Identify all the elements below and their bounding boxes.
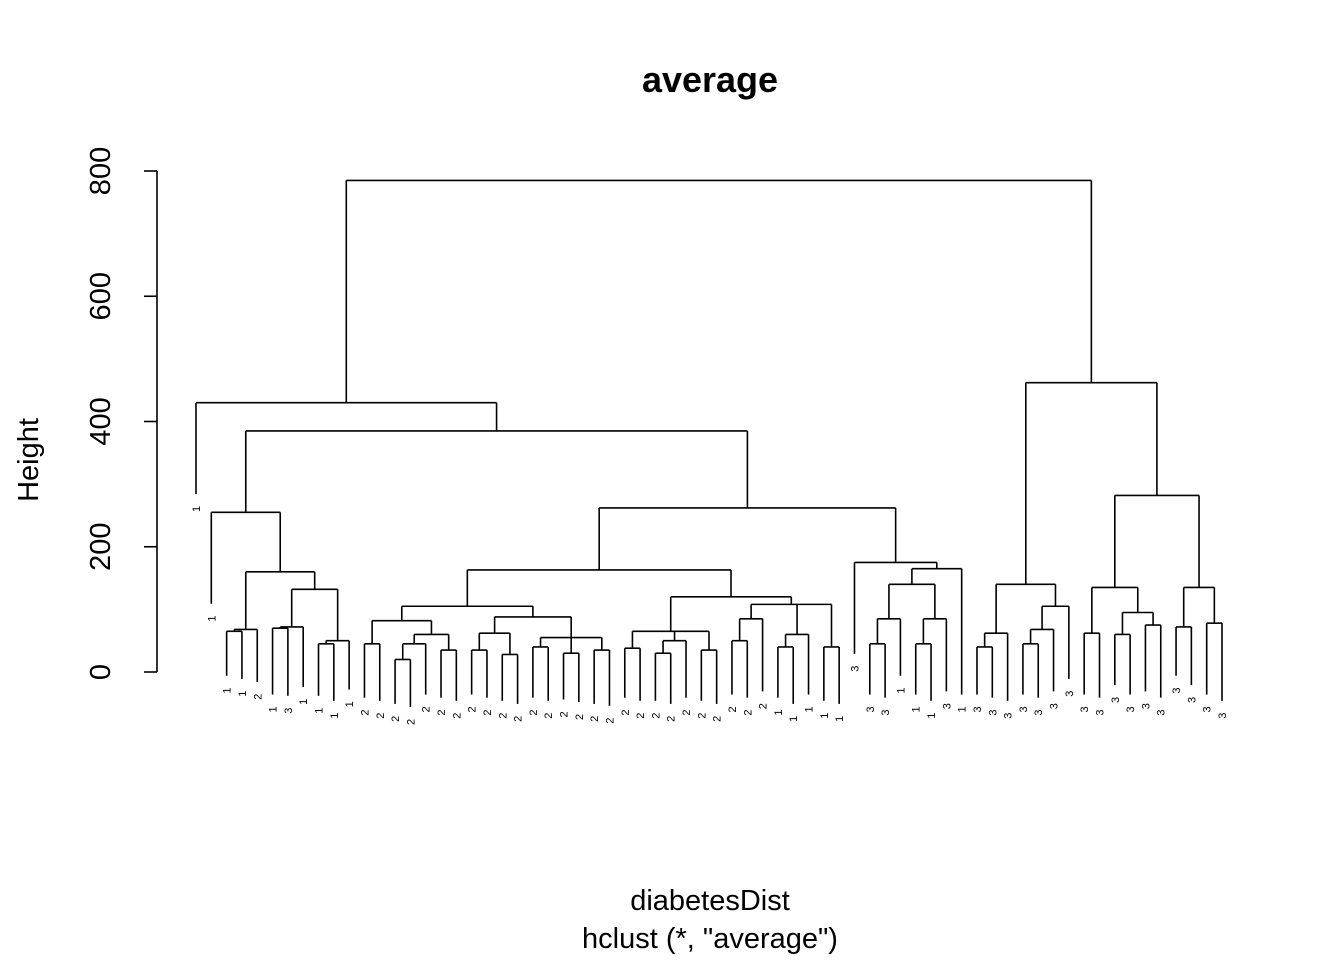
leaf-label: 1 <box>834 716 846 722</box>
leaf-label: 3 <box>283 708 295 714</box>
leaf-label: 2 <box>375 713 387 719</box>
chart-title: average <box>642 59 778 100</box>
leaf-label: 2 <box>421 706 433 712</box>
leaf-label: 1 <box>268 706 280 712</box>
leaf-label: 3 <box>941 703 953 709</box>
leaf-label: 3 <box>1003 713 1015 719</box>
leaf-label: 2 <box>589 716 601 722</box>
leaf-label: 1 <box>191 506 203 512</box>
leaf-label: 2 <box>666 716 678 722</box>
leaf-label: 3 <box>1018 706 1030 712</box>
leaf-label: 1 <box>819 713 831 719</box>
y-axis: 0 200 400 600 800 <box>85 147 158 680</box>
leaf-label: 3 <box>1125 706 1137 712</box>
leaf-label: 3 <box>849 666 861 672</box>
leaf-label: 3 <box>1033 709 1045 715</box>
leaf-label: 2 <box>482 709 494 715</box>
leaf-label: 2 <box>650 713 662 719</box>
y-tick-label: 600 <box>85 272 117 320</box>
leaf-label: 1 <box>804 706 816 712</box>
leaf-label: 3 <box>1064 691 1076 697</box>
leaf-label: 2 <box>252 694 264 700</box>
leaf-label: 2 <box>436 709 448 715</box>
y-tick-label: 800 <box>85 147 117 195</box>
leaf-label: 3 <box>1079 706 1091 712</box>
leaf-label: 2 <box>635 713 647 719</box>
leaf-label: 1 <box>773 709 785 715</box>
leaf-label: 1 <box>926 713 938 719</box>
leaf-label: 2 <box>467 706 479 712</box>
leaf-label: 2 <box>405 719 417 725</box>
leaf-label: 2 <box>497 713 509 719</box>
leaf-label: 2 <box>390 716 402 722</box>
leaf-label: 1 <box>314 708 326 714</box>
leaf-label: 3 <box>1202 706 1214 712</box>
leaf-label: 3 <box>1094 709 1106 715</box>
leaf-label: 2 <box>604 718 616 724</box>
leaf-label: 1 <box>222 688 234 694</box>
leaf-label: 3 <box>1186 697 1198 703</box>
leaf-label: 1 <box>206 616 218 622</box>
leaf-label: 1 <box>911 706 923 712</box>
dendrogram-tree <box>195 179 1223 708</box>
leaf-label: 2 <box>758 703 770 709</box>
leaf-label: 3 <box>1156 709 1168 715</box>
y-tick-label: 200 <box>85 523 117 571</box>
leaf-label: 2 <box>359 709 371 715</box>
leaf-label: 2 <box>528 709 540 715</box>
leaf-label: 3 <box>1110 697 1122 703</box>
leaf-label: 3 <box>1217 713 1229 719</box>
leaf-label: 3 <box>972 706 984 712</box>
leaf-label: 2 <box>513 716 525 722</box>
leaf-label: 3 <box>1049 703 1061 709</box>
leaf-label: 1 <box>237 691 249 697</box>
leaf-label: 2 <box>712 716 724 722</box>
leaf-label: 2 <box>681 709 693 715</box>
leaf-label: 1 <box>329 713 341 719</box>
leaf-label: 1 <box>957 706 969 712</box>
leaf-label: 2 <box>727 706 739 712</box>
leaf-label: 2 <box>559 711 571 717</box>
x-axis-subtitle: hclust (*, "average") <box>582 923 838 955</box>
leaf-label: 2 <box>696 713 708 719</box>
leaf-label: 1 <box>788 716 800 722</box>
leaf-label: 1 <box>298 699 310 705</box>
leaf-label: 1 <box>895 688 907 694</box>
leaf-label: 2 <box>543 713 555 719</box>
leaf-label: 2 <box>620 709 632 715</box>
leaf-label: 3 <box>1140 703 1152 709</box>
y-tick-label: 400 <box>85 397 117 445</box>
leaf-label: 3 <box>865 706 877 712</box>
x-axis-label: diabetesDist <box>630 885 790 917</box>
leaf-label: 3 <box>880 709 892 715</box>
leaf-label: 2 <box>574 714 586 720</box>
y-axis-label: Height <box>13 418 45 502</box>
leaf-label: 2 <box>451 713 463 719</box>
y-tick-label: 0 <box>85 664 117 680</box>
leaf-label: 1 <box>344 701 356 707</box>
leaf-label: 3 <box>987 709 999 715</box>
leaf-label: 3 <box>1171 688 1183 694</box>
leaf-label: 2 <box>742 709 754 715</box>
